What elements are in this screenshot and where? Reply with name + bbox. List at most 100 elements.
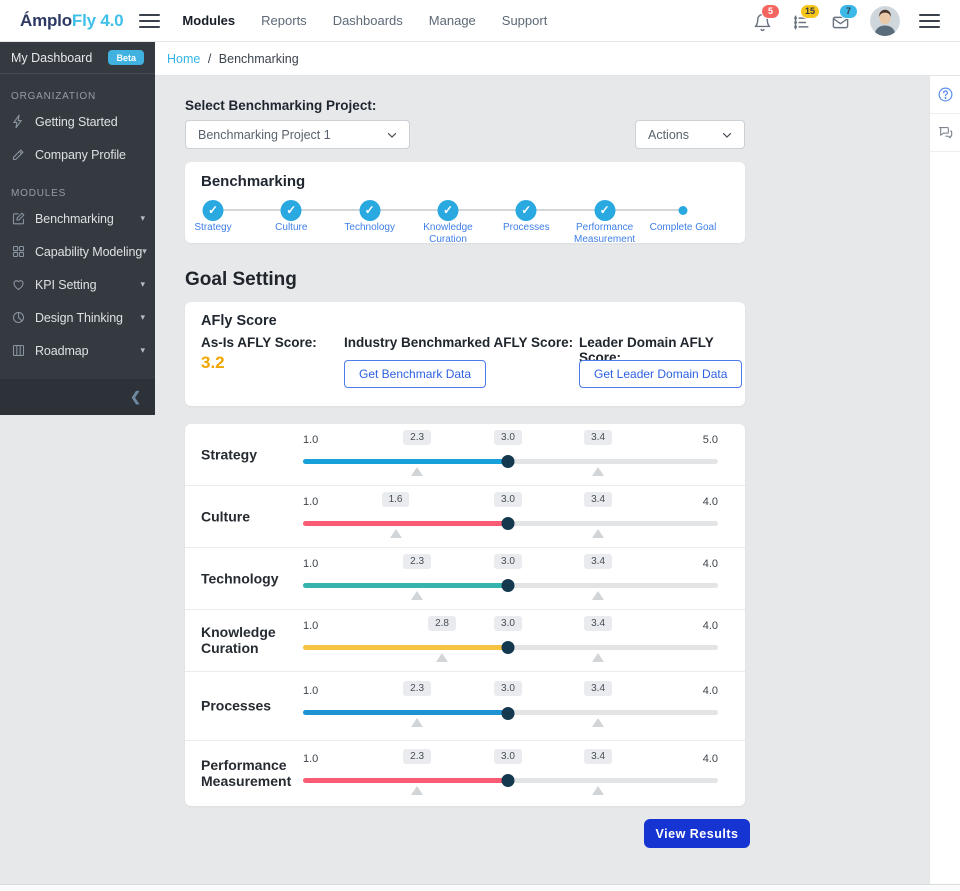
pie-icon <box>11 310 26 325</box>
collapse-sidebar-icon[interactable]: ❮ <box>130 389 141 404</box>
sidebar-footer: ❮ <box>0 379 155 415</box>
sidebar-item-getting-started[interactable]: Getting Started <box>0 105 155 138</box>
slider-max-label: 4.0 <box>702 752 718 765</box>
sidebar-section-title: ORGANIZATION <box>11 91 96 102</box>
slider-handle[interactable] <box>501 455 515 468</box>
notification-group: 5 15 7 <box>753 4 857 33</box>
project-select[interactable]: Benchmarking Project 1 <box>185 120 410 149</box>
sidebar-item-label: Capability Modeling <box>35 244 143 259</box>
chat-button[interactable] <box>930 114 960 152</box>
sidebar-item-design-thinking[interactable]: Design Thinking ▾ <box>0 301 155 334</box>
actions-select-value: Actions <box>648 127 689 142</box>
notification-bell[interactable]: 5 <box>753 4 779 33</box>
pencil-icon <box>11 147 26 162</box>
slider-marker-value: 2.3 <box>403 681 432 696</box>
as-is-score-label: As-Is AFLY Score: <box>201 335 317 350</box>
sidebar-item-label: Benchmarking <box>35 211 114 226</box>
slider-marker-value: 2.8 <box>428 615 456 631</box>
actions-select[interactable]: Actions <box>635 120 745 149</box>
check-icon: ✓ <box>594 199 616 221</box>
sidebar-item-company-profile[interactable]: Company Profile <box>0 138 155 171</box>
breadcrumb: Home / Benchmarking <box>167 52 299 66</box>
notification-badge: 15 <box>801 4 820 18</box>
slider: 1.0 4.0 2.3 3.0 3.4 <box>303 672 718 740</box>
avatar-image <box>870 5 900 36</box>
slider-marker-triangle <box>411 466 424 476</box>
slider-handle[interactable] <box>501 579 515 592</box>
breadcrumb-current: Benchmarking <box>218 51 299 66</box>
slider-max-label: 4.0 <box>702 495 718 508</box>
step-label: Strategy <box>194 222 232 233</box>
slider-marker-value: 3.0 <box>494 429 522 445</box>
slider-handle[interactable] <box>501 774 515 787</box>
sidebar-item-label: Getting Started <box>35 114 118 129</box>
notification-mail[interactable]: 7 <box>831 4 857 33</box>
nav-item-reports[interactable]: Reports <box>261 13 307 28</box>
logo-part1: Ámplo <box>20 10 72 30</box>
beta-badge: Beta <box>108 50 144 65</box>
nav-item-manage[interactable]: Manage <box>428 13 476 28</box>
slider-marker-triangle <box>592 652 605 662</box>
sidebar-item-benchmarking[interactable]: Benchmarking ▾ <box>0 202 155 235</box>
slider-handle[interactable] <box>501 706 515 720</box>
slider-handle[interactable] <box>501 517 515 530</box>
slider-marker-triangle <box>389 528 402 538</box>
as-is-score-value: 3.2 <box>201 353 225 372</box>
edit-square-icon <box>11 211 26 226</box>
check-icon: ✓ <box>515 199 537 221</box>
sidebar: My Dashboard Beta ORGANIZATION Getting St… <box>0 42 155 415</box>
chat-icon <box>938 126 952 139</box>
sidebar-item-my-dashboard[interactable]: My Dashboard Beta <box>0 42 155 74</box>
slider-marker-value: 3.0 <box>494 681 522 696</box>
view-results-button[interactable]: View Results <box>644 819 750 848</box>
slider-marker-triangle <box>411 590 424 600</box>
slider-marker-value: 3.0 <box>494 491 522 507</box>
slider-marker-value: 1.6 <box>381 491 410 507</box>
sidebar-item-label: KPI Setting <box>35 277 97 292</box>
slider-marker-value: 3.4 <box>584 748 613 764</box>
breadcrumb-home-link[interactable]: Home <box>167 51 201 66</box>
slider-marker-value: 2.3 <box>403 553 432 569</box>
notification-checklist[interactable]: 15 <box>792 4 820 33</box>
hamburger-icon[interactable] <box>139 10 161 32</box>
slider-marker-value: 3.4 <box>584 681 613 696</box>
stepper-title: Benchmarking <box>201 173 306 190</box>
nav-item-modules[interactable]: Modules <box>182 13 236 28</box>
grid-icon <box>11 244 26 259</box>
sidebar-sections: ORGANIZATION Getting Started Company Profi… <box>0 91 155 367</box>
logo-part2: Fly 4.0 <box>71 10 124 30</box>
slider-marker-value: 3.0 <box>494 615 522 631</box>
menu-icon[interactable] <box>919 10 940 32</box>
slider-label: Knowledge Curation <box>201 623 276 657</box>
notification-badge: 5 <box>762 4 779 18</box>
avatar[interactable] <box>870 5 900 36</box>
sidebar-item-roadmap[interactable]: Roadmap ▾ <box>0 334 155 367</box>
slider-handle[interactable] <box>501 641 515 654</box>
help-icon <box>938 87 952 102</box>
slider-marker-triangle <box>436 652 449 662</box>
slider-marker-value: 3.4 <box>584 491 613 507</box>
slider: 1.0 4.0 2.3 3.0 3.4 <box>303 548 718 609</box>
slider-marker-value: 2.3 <box>403 429 432 445</box>
slider-marker-triangle <box>592 466 605 476</box>
slider-marker-triangle <box>592 785 605 795</box>
sidebar-item-capability-modeling[interactable]: Capability Modeling ▾ <box>0 235 155 268</box>
get-benchmark-data-button[interactable]: Get Benchmark Data <box>344 360 487 388</box>
slider-label: Processes <box>201 697 272 714</box>
slider-marker-value: 3.4 <box>584 615 613 631</box>
slider-marker-triangle <box>592 590 605 600</box>
slider-fill <box>303 582 508 588</box>
nav-item-dashboards[interactable]: Dashboards <box>332 13 403 28</box>
get-leader-domain-data-button[interactable]: Get Leader Domain Data <box>579 360 743 388</box>
slider-row-strategy: Strategy 1.0 5.0 2.3 3.0 3.4 <box>185 424 745 486</box>
slider-label: Performance Measurement <box>201 756 292 790</box>
slider-row-performance-measurement: Performance Measurement 1.0 4.0 2.3 3.0 3.4 <box>185 741 745 806</box>
help-button[interactable] <box>930 76 960 114</box>
sidebar-item-kpi-setting[interactable]: KPI Setting ▾ <box>0 268 155 301</box>
breadcrumb-separator: / <box>207 51 212 66</box>
sidebar-item-label: Roadmap <box>35 343 89 358</box>
sliders-card: Strategy 1.0 5.0 2.3 3.0 3.4 Culture 1.0 4.0 1.6 3… <box>185 424 745 806</box>
nav-item-support[interactable]: Support <box>501 13 548 28</box>
check-icon: ✓ <box>280 199 302 221</box>
slider-marker-triangle <box>411 785 424 795</box>
